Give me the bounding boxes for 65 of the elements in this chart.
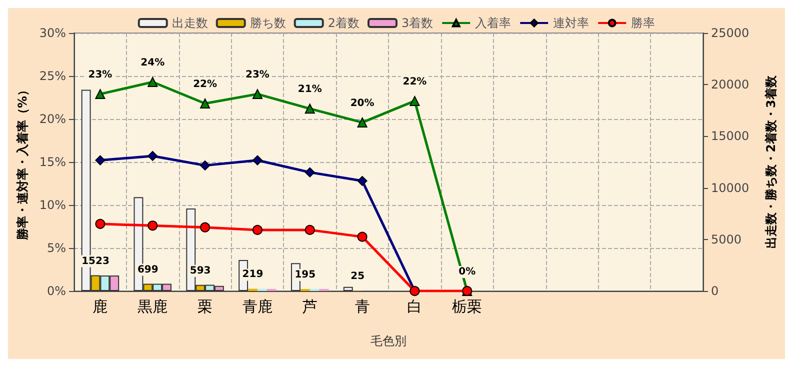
x-tick-label: 白 xyxy=(407,298,422,316)
point xyxy=(148,77,158,88)
legend-label: 出走数 xyxy=(172,16,208,30)
y2-tick-label: 15000 xyxy=(711,129,750,144)
x-tick-label: 青 xyxy=(354,298,370,316)
legend-label: 連対率 xyxy=(553,16,590,30)
data-label: 20% xyxy=(350,98,374,109)
y-tick-label: 5% xyxy=(46,241,66,255)
data-label: 22% xyxy=(402,76,427,88)
x-tick-label: 青鹿 xyxy=(242,298,272,316)
point xyxy=(304,104,315,114)
point xyxy=(357,176,368,186)
y2-tick-label: 5000 xyxy=(711,232,742,246)
legend-label: 入着率 xyxy=(475,16,512,30)
data-label: 23% xyxy=(245,70,270,81)
data-label: 1523 xyxy=(82,256,110,267)
x-axis-title: 毛色別 xyxy=(370,334,406,348)
data-label: 593 xyxy=(190,265,211,276)
data-label: 0% xyxy=(458,266,476,278)
data-label: 21% xyxy=(298,84,322,96)
y-tick-label: 15% xyxy=(39,155,66,169)
y-tick-label: 25% xyxy=(39,69,66,83)
y-tick-label: 30% xyxy=(39,26,66,40)
point xyxy=(148,220,158,231)
y-tick-label: 20% xyxy=(39,112,66,126)
point xyxy=(357,232,368,242)
point xyxy=(410,96,420,106)
y2-tick-label: 20000 xyxy=(711,78,750,92)
point xyxy=(304,167,315,178)
y2-tick-label: 0 xyxy=(711,284,719,298)
point xyxy=(252,224,262,235)
point xyxy=(95,218,106,229)
legend-label: 3着数 xyxy=(402,16,434,30)
point xyxy=(200,98,210,109)
point xyxy=(252,155,262,166)
y-axis-title: 勝率・連対率・入着率（%） xyxy=(15,84,30,242)
data-label: 219 xyxy=(242,269,264,280)
data-label: 23% xyxy=(88,70,112,81)
y2-tick-label: 25000 xyxy=(711,26,750,40)
y2-tick-label: 10000 xyxy=(711,180,750,195)
legend-label: 勝率 xyxy=(631,16,656,30)
data-label: 25 xyxy=(350,271,365,282)
point xyxy=(252,89,262,100)
point xyxy=(148,150,158,161)
data-label: 24% xyxy=(140,58,165,69)
x-tick-label: 鹿 xyxy=(92,298,108,316)
x-tick-label: 黒鹿 xyxy=(138,298,168,316)
legend-label: 勝ち数 xyxy=(250,16,286,30)
data-label: 699 xyxy=(137,264,158,276)
data-label: 195 xyxy=(294,269,316,280)
bar xyxy=(343,286,353,291)
x-tick-label: 栗 xyxy=(198,298,213,316)
x-tick-label: 栃栗 xyxy=(452,298,482,316)
y-tick-label: 0% xyxy=(46,284,66,298)
data-label: 22% xyxy=(193,79,218,90)
point xyxy=(200,160,210,170)
x-tick-label: 芦 xyxy=(302,298,318,316)
point xyxy=(357,117,368,128)
point xyxy=(95,89,106,100)
legend-label: 2着数 xyxy=(328,16,360,30)
point xyxy=(304,224,315,235)
point xyxy=(200,222,210,232)
y2-axis-title: 出走数・勝ち数・2着数・3着数 xyxy=(764,74,778,248)
point xyxy=(95,155,106,166)
y-tick-label: 10% xyxy=(39,198,66,212)
